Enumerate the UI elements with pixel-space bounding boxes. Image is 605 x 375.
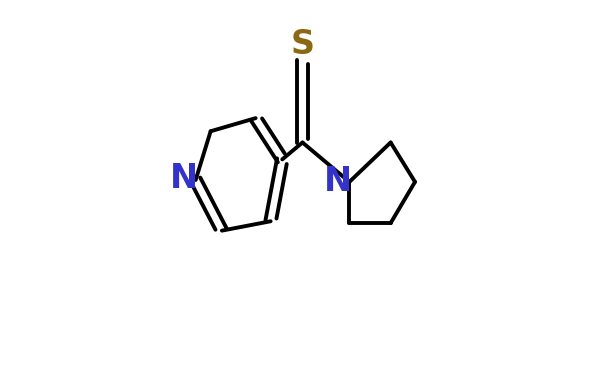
- Text: N: N: [324, 165, 352, 198]
- Text: S: S: [290, 28, 315, 62]
- Text: N: N: [171, 162, 198, 195]
